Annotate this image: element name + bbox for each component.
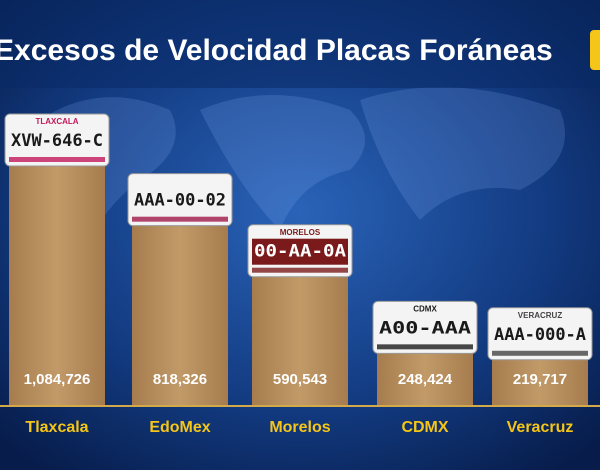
- license-plate: [4, 113, 110, 167]
- plate-state: VERACRUZ: [518, 311, 563, 320]
- license-plate: [372, 300, 478, 354]
- plate-state: TLAXCALA: [35, 117, 78, 126]
- x-tick-label: CDMX: [401, 419, 448, 436]
- corner-tab: [590, 30, 600, 70]
- bar: [252, 272, 348, 405]
- value-label: 590,543: [273, 371, 327, 388]
- value-label: 219,717: [513, 371, 567, 388]
- chart-title: Excesos de Velocidad Placas Foráneas: [0, 34, 553, 67]
- plate-number: AAA-000-A: [494, 325, 586, 345]
- x-tick-label: EdoMex: [149, 419, 210, 436]
- plate-number: XVW-646-C: [11, 131, 103, 151]
- bar: [492, 355, 588, 405]
- x-tick-label: Veracruz: [507, 419, 574, 436]
- plate-stripe: [9, 157, 105, 162]
- license-plate: [127, 173, 233, 227]
- plate-state: CDMX: [413, 304, 437, 313]
- bar: [377, 349, 473, 405]
- value-label: 818,326: [153, 371, 207, 388]
- x-tick-label: Morelos: [269, 419, 330, 436]
- x-tick-label: Tlaxcala: [25, 419, 88, 436]
- plate-number: 00-AA-0A: [254, 242, 346, 262]
- plate-number: A00-AAA: [379, 318, 471, 338]
- plate-stripe: [492, 350, 588, 356]
- value-label: 248,424: [398, 371, 453, 388]
- value-label: 1,084,726: [24, 371, 91, 388]
- bar: [132, 221, 228, 405]
- license-plate: [487, 307, 593, 361]
- plate-stripe: [132, 216, 228, 222]
- plate-state: MORELOS: [280, 228, 321, 237]
- plate-stripe: [252, 267, 348, 273]
- plate-band: [252, 238, 348, 265]
- bar: [9, 162, 105, 405]
- plate-stripe: [377, 344, 473, 350]
- plate-number: AAA-00-02: [134, 191, 226, 211]
- title-band: [0, 0, 600, 88]
